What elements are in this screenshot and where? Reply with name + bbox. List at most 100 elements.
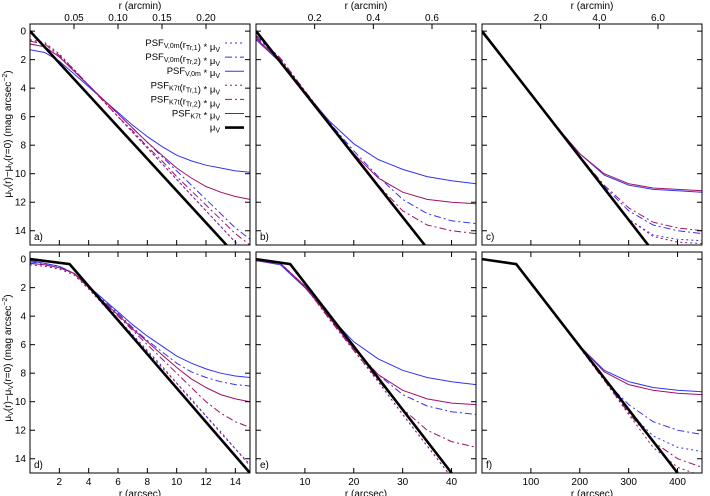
series-line-psf_v_tr2 [256,36,476,225]
panel-e: 10 20 30 40 r (arcsec) e) [255,251,477,496]
legend-label: PSFK7t * μV [172,109,220,123]
x-axis-title-top: r (arcmin) [571,1,614,12]
legend-label: PSFK7t(rTr,1) * μV [151,80,221,96]
series-line-psf_v_tr1 [482,258,702,453]
series-line-psf_v_tr1 [482,32,702,242]
series-line-psf_k [30,43,250,200]
top-tick-label: 0.05 [64,13,84,24]
y-tick-label: 12 [15,426,27,437]
x-tick-label: 2 [57,477,63,488]
series-line-psf_k_tr2 [482,32,702,232]
y-tick-label: 12 [15,198,27,209]
y-tick-label: 2 [20,55,26,66]
y-tick-label: 8 [20,369,26,380]
y-tick-label: 14 [15,454,27,465]
top-tick-label: 0.6 [425,13,439,24]
series-line-psf_k_tr2 [30,40,250,245]
legend-label: PSFK7t(rTr,2) * μV [151,94,221,110]
top-tick-label: 0.4 [366,13,380,24]
series-line-psf_k_tr1 [482,32,702,245]
panel-label: f) [486,460,492,471]
series-line-psf_v_tr2 [482,32,702,235]
x-axis-title-bottom: r (arcsec) [345,489,387,496]
series-line-psf_k_tr2 [30,262,250,428]
plot-frame [481,251,703,474]
x-tick-label: 200 [571,477,588,488]
x-tick-label: 4 [86,477,92,488]
series-line-intrinsic-profile [30,257,250,473]
y-tick-label: 14 [15,226,27,237]
y-tick-label: 0 [20,255,26,266]
plot-frame [255,23,477,246]
series-line-psf_v [256,39,476,185]
plot-frame [29,251,251,474]
series-line-psf_v [256,260,476,386]
top-tick-label: 0.10 [108,13,128,24]
top-tick-label: 4.0 [592,13,606,24]
x-tick-label: 40 [446,477,458,488]
x-tick-label: 12 [200,477,212,488]
series-line-psf_k [30,262,250,403]
x-axis-title-top: r (arcmin) [345,1,388,12]
panel-label: c) [486,232,494,243]
panel-a: 0 2 4 6 8 10 12 14 0.05 0.10 0.15 0.20 r (arcmin) a) [15,1,251,246]
x-tick-label: 10 [299,477,311,488]
series-line-psf_v_tr1 [30,262,250,465]
plot-frame [481,23,703,246]
legend-label: μV [210,123,220,135]
series-group [256,257,476,473]
series-line-intrinsic-profile [30,30,228,245]
y-axis-title-bottom: μV(r)−μV(r=0) (mag arcsec−2) [2,294,15,421]
y-axis-title-top: μV(r)−μV(r=0) (mag arcsec−2) [2,70,15,197]
series-group [256,30,476,245]
panel-label: d) [34,460,43,471]
legend-label: PSFV,0m * μV [167,66,221,80]
series-line-intrinsic-profile [256,257,453,473]
y-tick-label: 4 [20,84,26,95]
series-line-psf_v [482,32,702,193]
y-tick-label: 10 [15,169,27,180]
panel-b: 0.2 0.4 0.6 r (arcmin) b) [255,1,477,246]
x-tick-label: 30 [397,477,409,488]
y-tick-label: 8 [20,141,26,152]
x-tick-label: 8 [145,477,151,488]
panel-label: a) [34,232,43,243]
panel-f: 100 200 300 400 r (arcsec) f) [481,251,703,496]
x-tick-label: 10 [171,477,183,488]
top-tick-label: 0.2 [308,13,322,24]
top-tick-label: 6.0 [651,13,665,24]
series-line-psf_v [482,258,702,393]
series-line-psf_v [30,260,250,378]
x-tick-label: 14 [230,477,242,488]
series-line-psf_k_tr1 [30,39,240,245]
x-tick-label: 400 [669,477,686,488]
panel-c: 2.0 4.0 6.0 r (arcmin) c) [481,1,703,246]
series-line-psf_v_tr1 [256,35,426,245]
series-line-psf_v_tr2 [482,258,702,435]
panel-label: b) [260,232,269,243]
series-line-psf_k [482,258,702,396]
x-axis-title-top: r (arcmin) [119,1,162,12]
y-tick-label: 10 [15,397,27,408]
series-line-psf_k_tr2 [256,260,476,448]
y-tick-label: 6 [20,112,26,123]
legend-label: PSFV,0m(rTr,2) * μV [145,52,220,68]
series-line-intrinsic-profile [482,30,650,245]
series-line-psf_v_tr2 [256,260,476,415]
y-tick-label: 2 [20,283,26,294]
x-axis-title-bottom: r (arcsec) [119,489,161,496]
series-line-psf_k [256,260,476,406]
y-tick-label: 4 [20,312,26,323]
x-tick-label: 100 [523,477,540,488]
series-line-psf_k_tr2 [256,35,476,235]
series-group [482,257,702,473]
series-group [482,30,702,245]
x-tick-label: 6 [115,477,121,488]
x-tick-label: 20 [348,477,360,488]
top-tick-label: 0.15 [152,13,172,24]
panel-label: e) [260,460,269,471]
y-tick-label: 6 [20,340,26,351]
legend-label: PSFV,0m(rTr,1) * μV [145,38,220,54]
